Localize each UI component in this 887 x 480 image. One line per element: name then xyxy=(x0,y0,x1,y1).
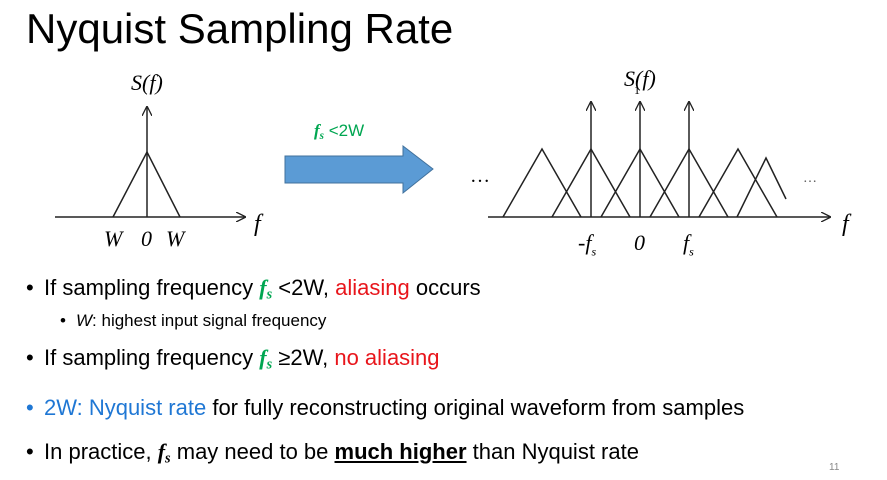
right-ylabel: S(f) xyxy=(624,66,656,91)
alias-triangle xyxy=(649,147,729,218)
bullet-no-aliasing: • If sampling frequency fs ≥2W, no aliasi… xyxy=(26,345,440,373)
left-tick-pos-w: W xyxy=(166,226,185,251)
alias-triangle xyxy=(600,147,680,218)
alias-triangle xyxy=(736,156,787,218)
left-tick-zero: 0 xyxy=(141,226,152,251)
alias-triangle xyxy=(698,147,778,218)
bullet-aliasing: • If sampling frequency fs <2W, aliasing … xyxy=(26,275,481,303)
subbullet-w-definition: • W: highest input signal frequency xyxy=(60,311,327,330)
alias-triangle xyxy=(502,147,582,218)
right-xlabel: f xyxy=(842,211,849,237)
ellipsis-right: … xyxy=(803,171,817,186)
arrow-fs: fs xyxy=(314,121,324,142)
left-spectrum-plot xyxy=(55,107,245,217)
ellipsis-left: … xyxy=(470,165,490,187)
left-tick-neg-w: W xyxy=(104,226,123,251)
left-triangle xyxy=(112,150,181,218)
arrow-label: fs <2W xyxy=(314,121,365,142)
right-tick-zero: 0 xyxy=(634,230,645,255)
left-xlabel: f xyxy=(254,211,261,237)
right-tick-pos-fs: fs xyxy=(683,230,694,259)
block-arrow xyxy=(284,144,434,195)
fs-symbol: fs xyxy=(259,345,273,373)
bullet-in-practice: • In practice, fs may need to be much hig… xyxy=(26,439,639,467)
page-number: 11 xyxy=(829,462,840,473)
bullet-nyquist-rate: • 2W: Nyquist rate for fully reconstructi… xyxy=(26,395,745,420)
fs-symbol: fs xyxy=(259,275,273,303)
right-ylabel-sub: 1 xyxy=(634,83,640,97)
slide-title: Nyquist Sampling Rate xyxy=(26,5,454,52)
fs-symbol: fs xyxy=(157,439,171,467)
left-ylabel: S(f) xyxy=(131,70,163,95)
alias-triangle xyxy=(551,147,631,218)
right-tick-neg-fs: -fs xyxy=(578,230,597,259)
right-spectrum-plot xyxy=(488,102,830,217)
